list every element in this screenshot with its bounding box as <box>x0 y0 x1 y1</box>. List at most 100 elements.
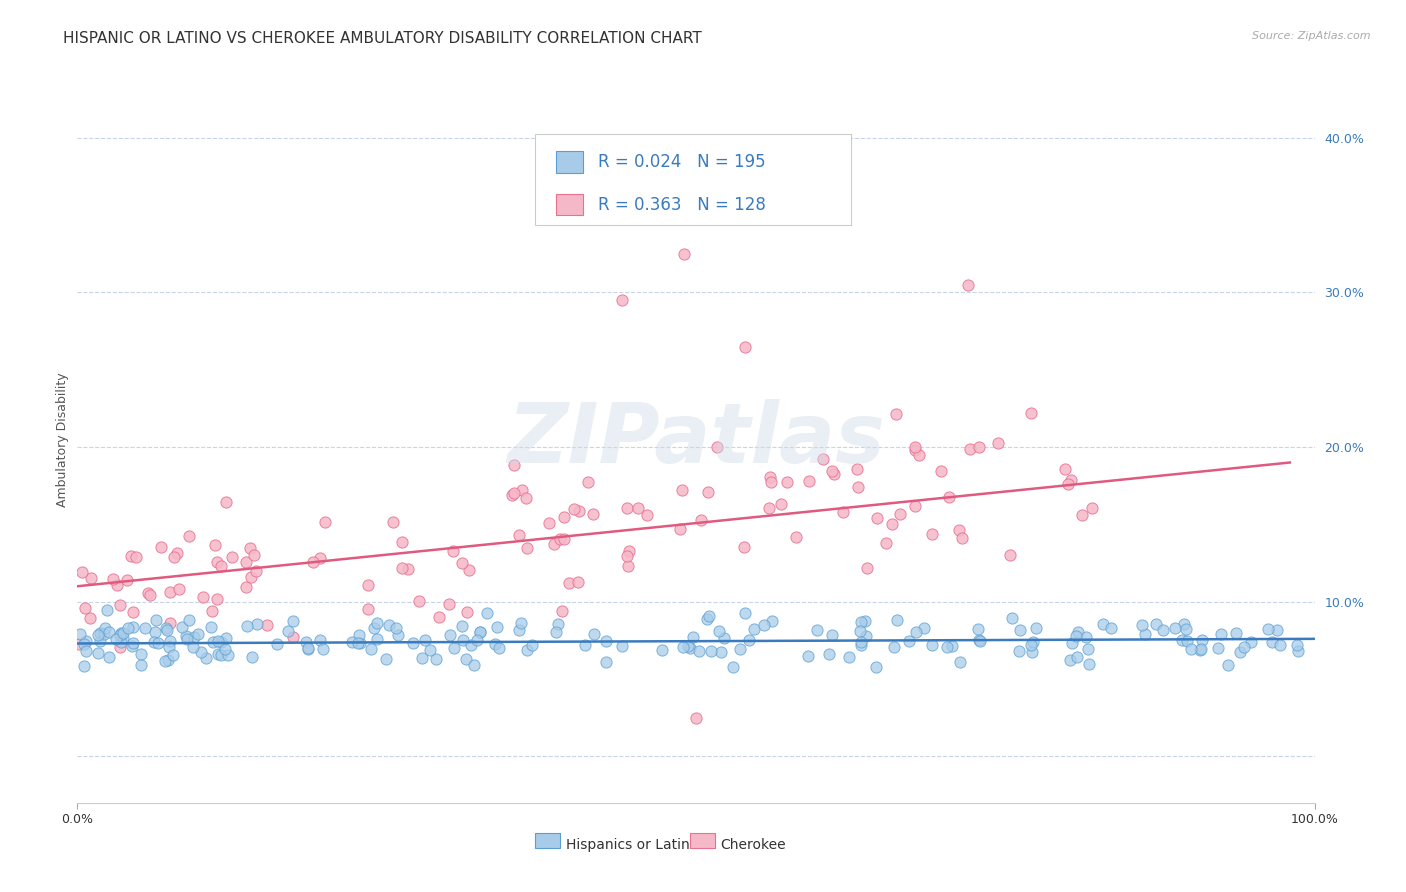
Point <box>713 631 735 645</box>
Point <box>1066 624 1088 639</box>
Point <box>391 561 413 575</box>
Point <box>1152 623 1174 637</box>
Point <box>522 638 544 652</box>
Point <box>886 613 908 627</box>
Point <box>70 565 93 579</box>
Point <box>636 508 658 523</box>
Point <box>463 657 485 672</box>
Point <box>1059 652 1081 666</box>
Point <box>240 650 263 665</box>
Point <box>256 618 278 632</box>
Point <box>202 635 225 649</box>
Point <box>139 588 162 602</box>
Point <box>1066 629 1088 643</box>
Point <box>1000 548 1022 562</box>
Point <box>67 637 90 651</box>
Point <box>969 634 991 648</box>
Point <box>936 640 959 654</box>
Point <box>142 635 165 649</box>
Point <box>884 408 907 422</box>
Point <box>769 497 792 511</box>
Text: Cherokee: Cherokee <box>721 838 786 852</box>
Point <box>419 643 441 657</box>
Point <box>586 200 609 214</box>
Point <box>728 642 751 657</box>
Text: Hispanics or Latinos: Hispanics or Latinos <box>567 838 706 852</box>
Point <box>374 651 396 665</box>
Point <box>1225 626 1247 640</box>
Point <box>758 500 780 515</box>
Point <box>209 648 232 662</box>
Point <box>1177 633 1199 648</box>
Point <box>382 516 405 530</box>
Point <box>145 614 167 628</box>
Point <box>1001 611 1024 625</box>
Point <box>456 652 478 666</box>
Point <box>308 551 330 566</box>
Point <box>451 632 474 647</box>
Point <box>679 641 702 656</box>
Point <box>501 488 523 502</box>
Point <box>451 557 474 571</box>
Point <box>1211 626 1233 640</box>
Point <box>129 658 152 673</box>
Point <box>187 626 209 640</box>
Point <box>159 634 181 648</box>
Point <box>207 555 229 569</box>
Point <box>508 623 530 637</box>
Point <box>515 491 537 505</box>
Point <box>122 636 145 650</box>
Point <box>396 562 419 576</box>
Point <box>177 529 200 543</box>
Point <box>1206 641 1229 656</box>
Point <box>582 507 605 521</box>
Point <box>201 604 224 618</box>
Point <box>502 486 524 500</box>
Point <box>378 617 401 632</box>
Point <box>1056 476 1078 491</box>
Point <box>967 440 990 454</box>
Point <box>509 616 531 631</box>
Point <box>502 458 524 473</box>
Point <box>385 621 408 635</box>
Point <box>239 541 262 555</box>
Point <box>610 640 633 654</box>
Point <box>1019 638 1042 652</box>
Point <box>558 575 581 590</box>
Point <box>551 604 574 618</box>
Point <box>167 582 190 596</box>
Point <box>1078 657 1101 672</box>
Point <box>1008 623 1031 637</box>
Point <box>685 711 707 725</box>
Point <box>543 536 565 550</box>
Point <box>159 585 181 599</box>
Point <box>172 620 194 634</box>
Point <box>460 638 482 652</box>
Point <box>349 636 371 650</box>
Point <box>516 541 538 555</box>
Point <box>458 563 481 577</box>
Point <box>443 641 465 656</box>
Point <box>366 632 388 647</box>
Point <box>295 635 318 649</box>
Point <box>1180 642 1202 657</box>
Point <box>776 475 799 489</box>
Point <box>117 622 139 636</box>
Point <box>738 632 761 647</box>
Point <box>163 549 186 564</box>
Point <box>87 646 110 660</box>
Point <box>215 495 238 509</box>
Point <box>136 586 159 600</box>
Point <box>402 635 425 649</box>
Point <box>162 648 184 662</box>
Point <box>115 573 138 587</box>
Point <box>408 594 430 608</box>
Point <box>672 640 695 655</box>
Point <box>97 624 120 639</box>
Point <box>1060 635 1083 649</box>
Point <box>183 630 205 644</box>
Point <box>806 624 828 638</box>
Point <box>823 467 845 482</box>
Point <box>221 550 243 565</box>
Point <box>941 640 963 654</box>
